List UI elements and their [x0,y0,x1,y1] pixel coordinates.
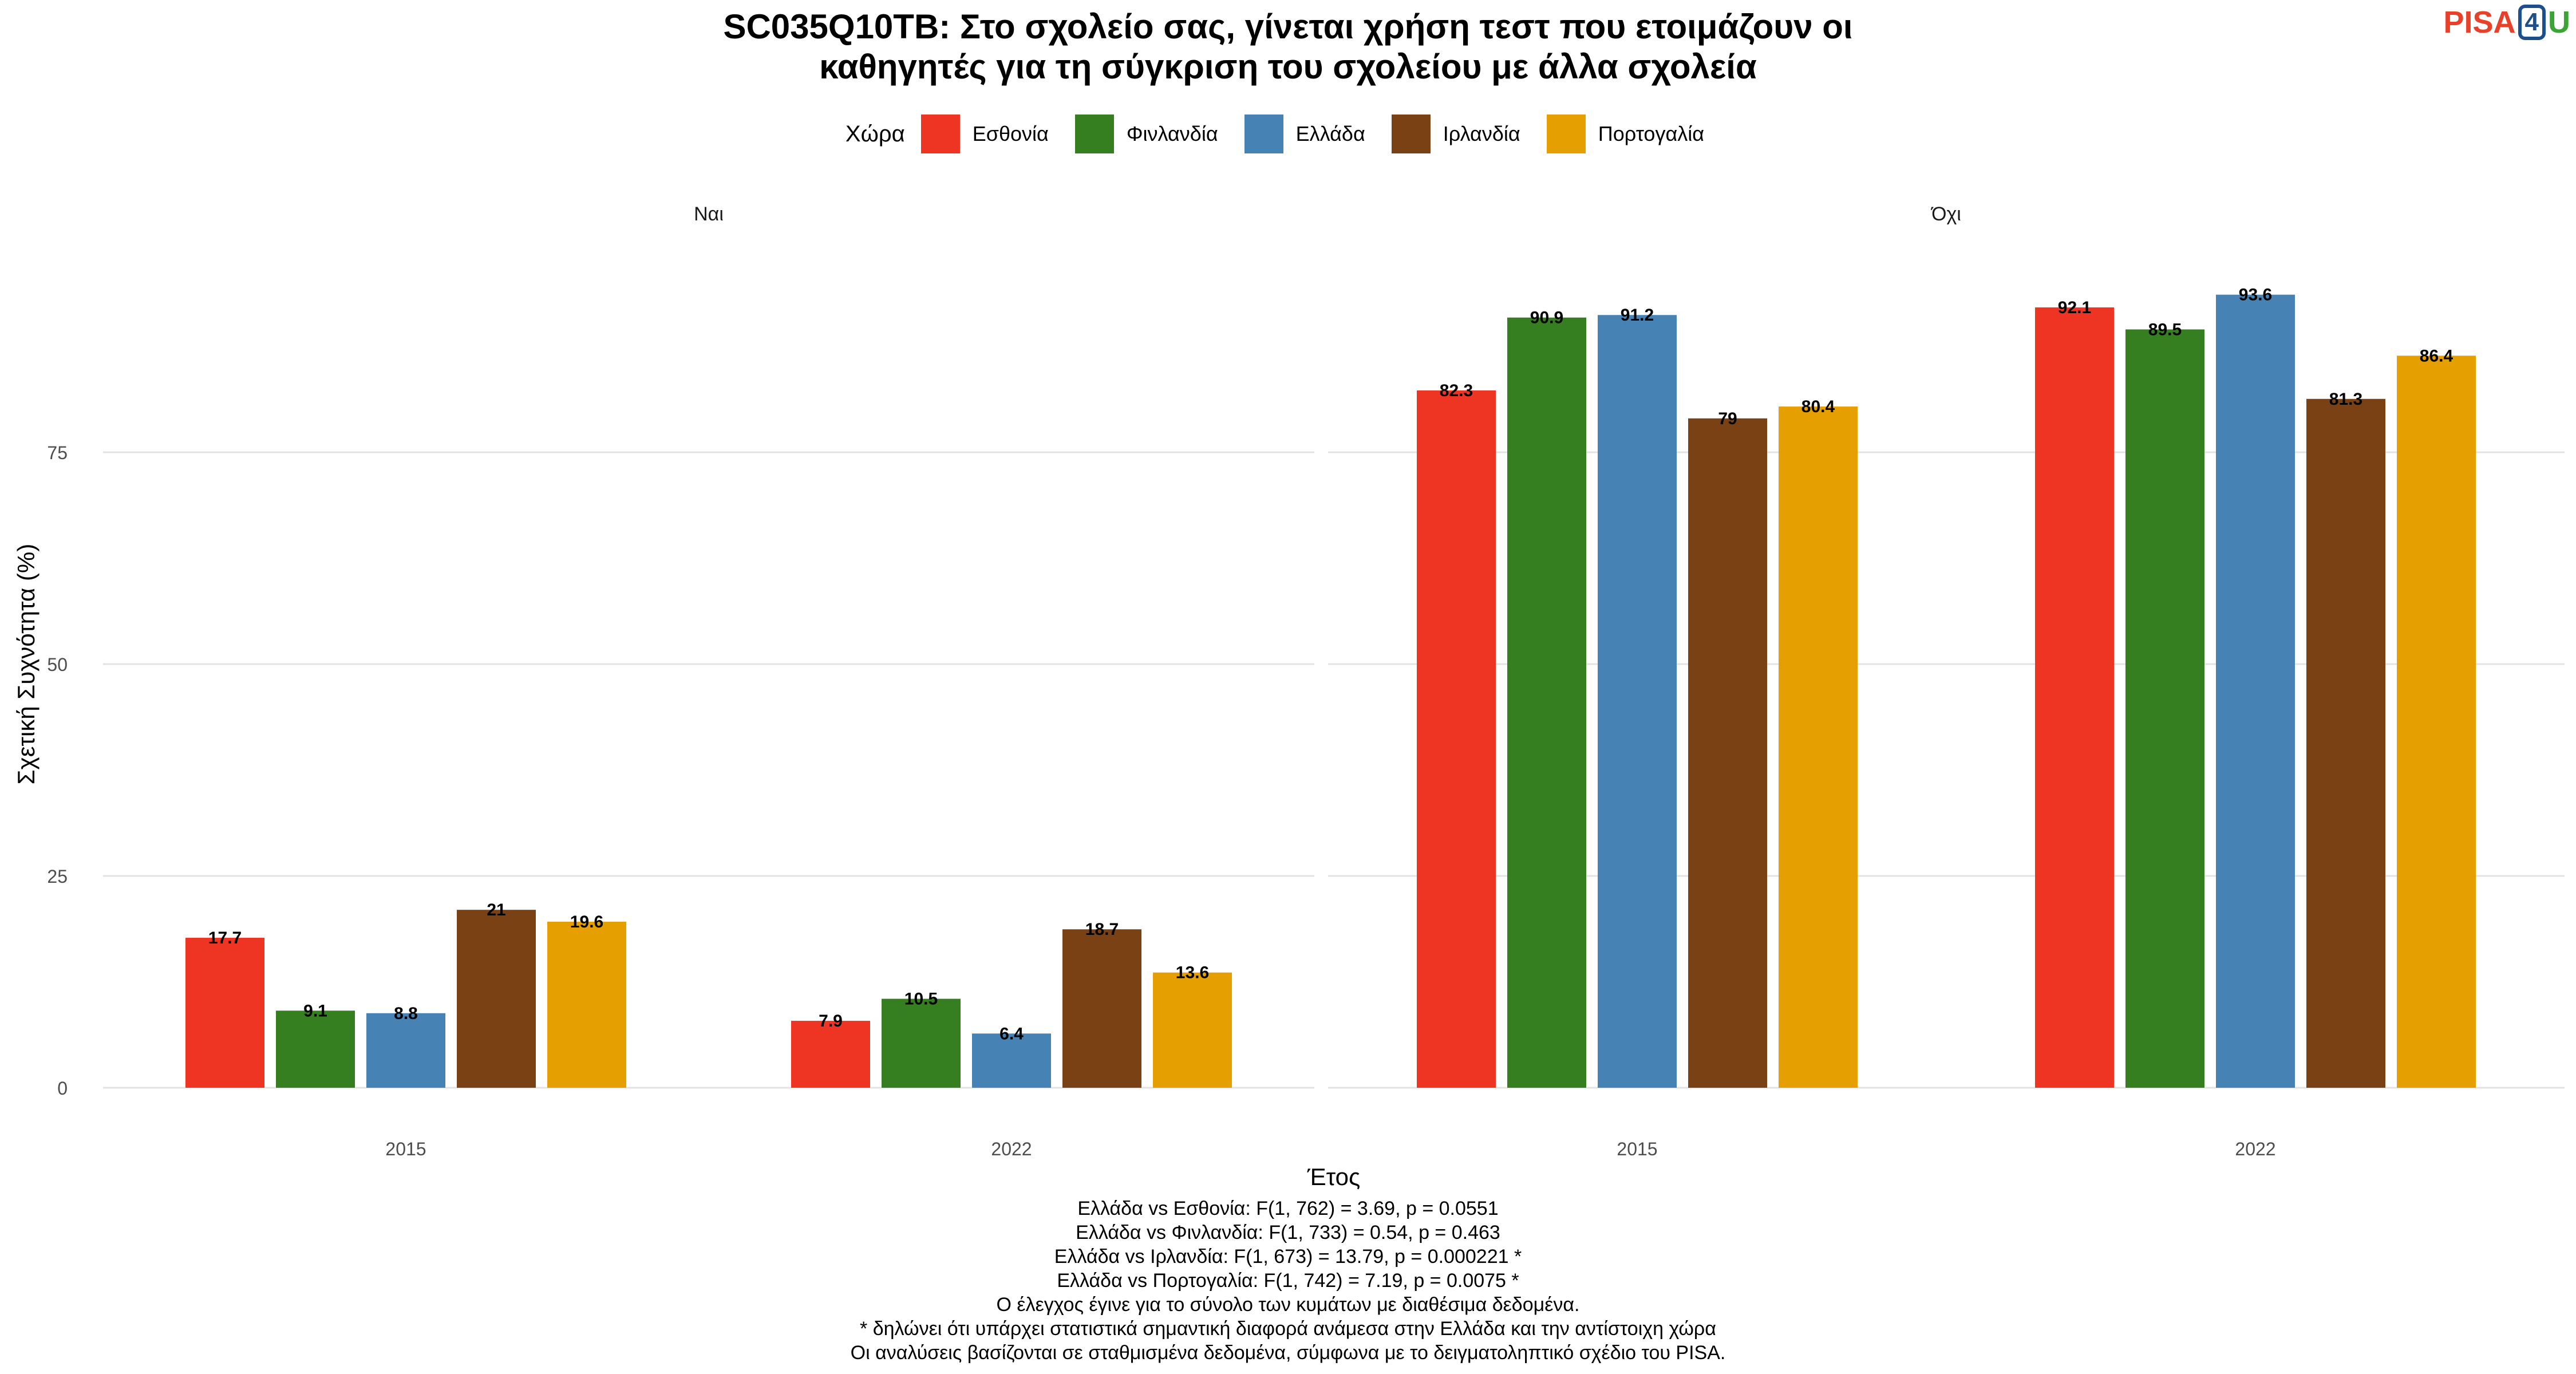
data-label: 89.5 [2148,320,2182,339]
legend-item: Φινλανδία [1074,114,1218,153]
legend-swatch [1391,114,1431,153]
bar [457,910,536,1088]
legend-swatch [1074,114,1114,153]
y-tick-label: 0 [57,1078,68,1099]
y-tick-label: 75 [47,443,68,463]
bar [185,938,264,1088]
bar [276,1010,355,1088]
legend-label: Φινλανδία [1126,122,1218,145]
data-label: 10.5 [904,990,938,1009]
data-label: 81.3 [2329,390,2362,409]
bar [1598,315,1677,1088]
data-label: 91.2 [1621,306,1654,325]
facet-label: Ναι [694,203,724,225]
legend-title: Χώρα [845,121,905,147]
legend-label: Εσθονία [972,122,1049,145]
legend-item: Ιρλανδία [1391,114,1520,153]
chart-title: SC035Q10TB: Στο σχολείο σας, γίνεται χρή… [0,7,2576,87]
chart-title-line-1: SC035Q10TB: Στο σχολείο σας, γίνεται χρή… [723,7,1853,46]
legend-label: Ιρλανδία [1443,122,1520,145]
bar [2216,294,2295,1088]
data-label: 13.6 [1176,964,1209,982]
caption-line: Ελλάδα vs Πορτογαλία: F(1, 742) = 7.19, … [1057,1270,1519,1292]
caption-line: Ελλάδα vs Ιρλανδία: F(1, 673) = 13.79, p… [1054,1246,1522,1268]
legend-item: Ελλάδα [1244,114,1365,153]
data-label: 19.6 [570,913,603,931]
y-tick-label: 50 [47,654,68,675]
legend-label: Ελλάδα [1295,122,1365,145]
bar [791,1021,870,1088]
logo-text-u: U [2548,5,2570,40]
bar [1153,972,1232,1088]
data-label: 21 [487,901,505,919]
bar [2125,329,2204,1088]
bar [972,1033,1051,1088]
bar-chart: Σχετική Συχνότητα (%) Έτος 0 25 50 75 Ναι 2015 1… [13,203,2565,1190]
data-label: 93.6 [2239,286,2272,305]
data-label: 80.4 [1801,397,1835,416]
data-label: 79 [1718,409,1737,428]
logo-text-4: 4 [2518,5,2546,40]
y-axis-label: Σχετική Συχνότητα (%) [13,544,39,785]
chart-caption: Ελλάδα vs Εσθονία: F(1, 762) = 3.69, p =… [0,1197,2576,1365]
bar [1062,929,1141,1088]
caption-line: Ελλάδα vs Εσθονία: F(1, 762) = 3.69, p =… [1077,1198,1499,1219]
caption-line: Ο έλεγχος έγινε για το σύνολο των κυμάτω… [996,1294,1580,1316]
bar [2306,398,2385,1088]
legend-label: Πορτογαλία [1598,122,1705,145]
data-label: 7.9 [819,1012,843,1030]
legend: Χώρα Εσθονία Φινλανδία Ελλάδα Ιρλανδία Πορτο… [0,114,2576,153]
facet-label: Όχι [1930,203,1961,225]
data-label: 8.8 [394,1004,418,1023]
bar [1507,317,1586,1088]
x-tick-label: 2015 [1617,1139,1657,1159]
x-tick-label: 2022 [991,1139,1032,1159]
data-label: 92.1 [2058,298,2091,317]
logo-text-pisa: PISA [2443,5,2516,40]
legend-swatch [1546,114,1586,153]
legend-swatch [1244,114,1283,153]
caption-line: * δηλώνει ότι υπάρχει στατιστικά σημαντι… [860,1318,1716,1340]
legend-item: Εσθονία [920,114,1049,153]
data-label: 9.1 [303,1001,327,1020]
data-label: 17.7 [208,929,242,947]
data-label: 90.9 [1530,309,1563,327]
caption-line: Οι αναλύσεις βασίζονται σε σταθμισμένα δ… [850,1342,1726,1364]
legend-swatch [920,114,960,153]
y-tick-label: 25 [47,866,68,887]
bar [1417,390,1496,1088]
legend-item: Πορτογαλία [1546,114,1705,153]
data-label: 86.4 [2420,346,2453,365]
bar [882,998,961,1088]
data-label: 82.3 [1440,381,1473,400]
bar [2397,356,2476,1088]
x-axis-label: Έτος [1307,1163,1361,1190]
bar [1688,418,1767,1088]
bar [547,921,626,1088]
bar [366,1013,445,1088]
bar [1779,406,1858,1088]
bar [2035,307,2114,1088]
caption-line: Ελλάδα vs Φινλανδία: F(1, 733) = 0.54, p… [1076,1222,1500,1243]
data-label: 18.7 [1085,920,1119,939]
pisa4u-logo: PISA 4 U [2443,5,2570,40]
x-tick-label: 2015 [385,1139,426,1159]
data-label: 6.4 [999,1024,1024,1043]
chart-title-line-2: καθηγητές για τη σύγκριση του σχολείου μ… [819,48,1757,86]
x-tick-label: 2022 [2235,1139,2275,1159]
